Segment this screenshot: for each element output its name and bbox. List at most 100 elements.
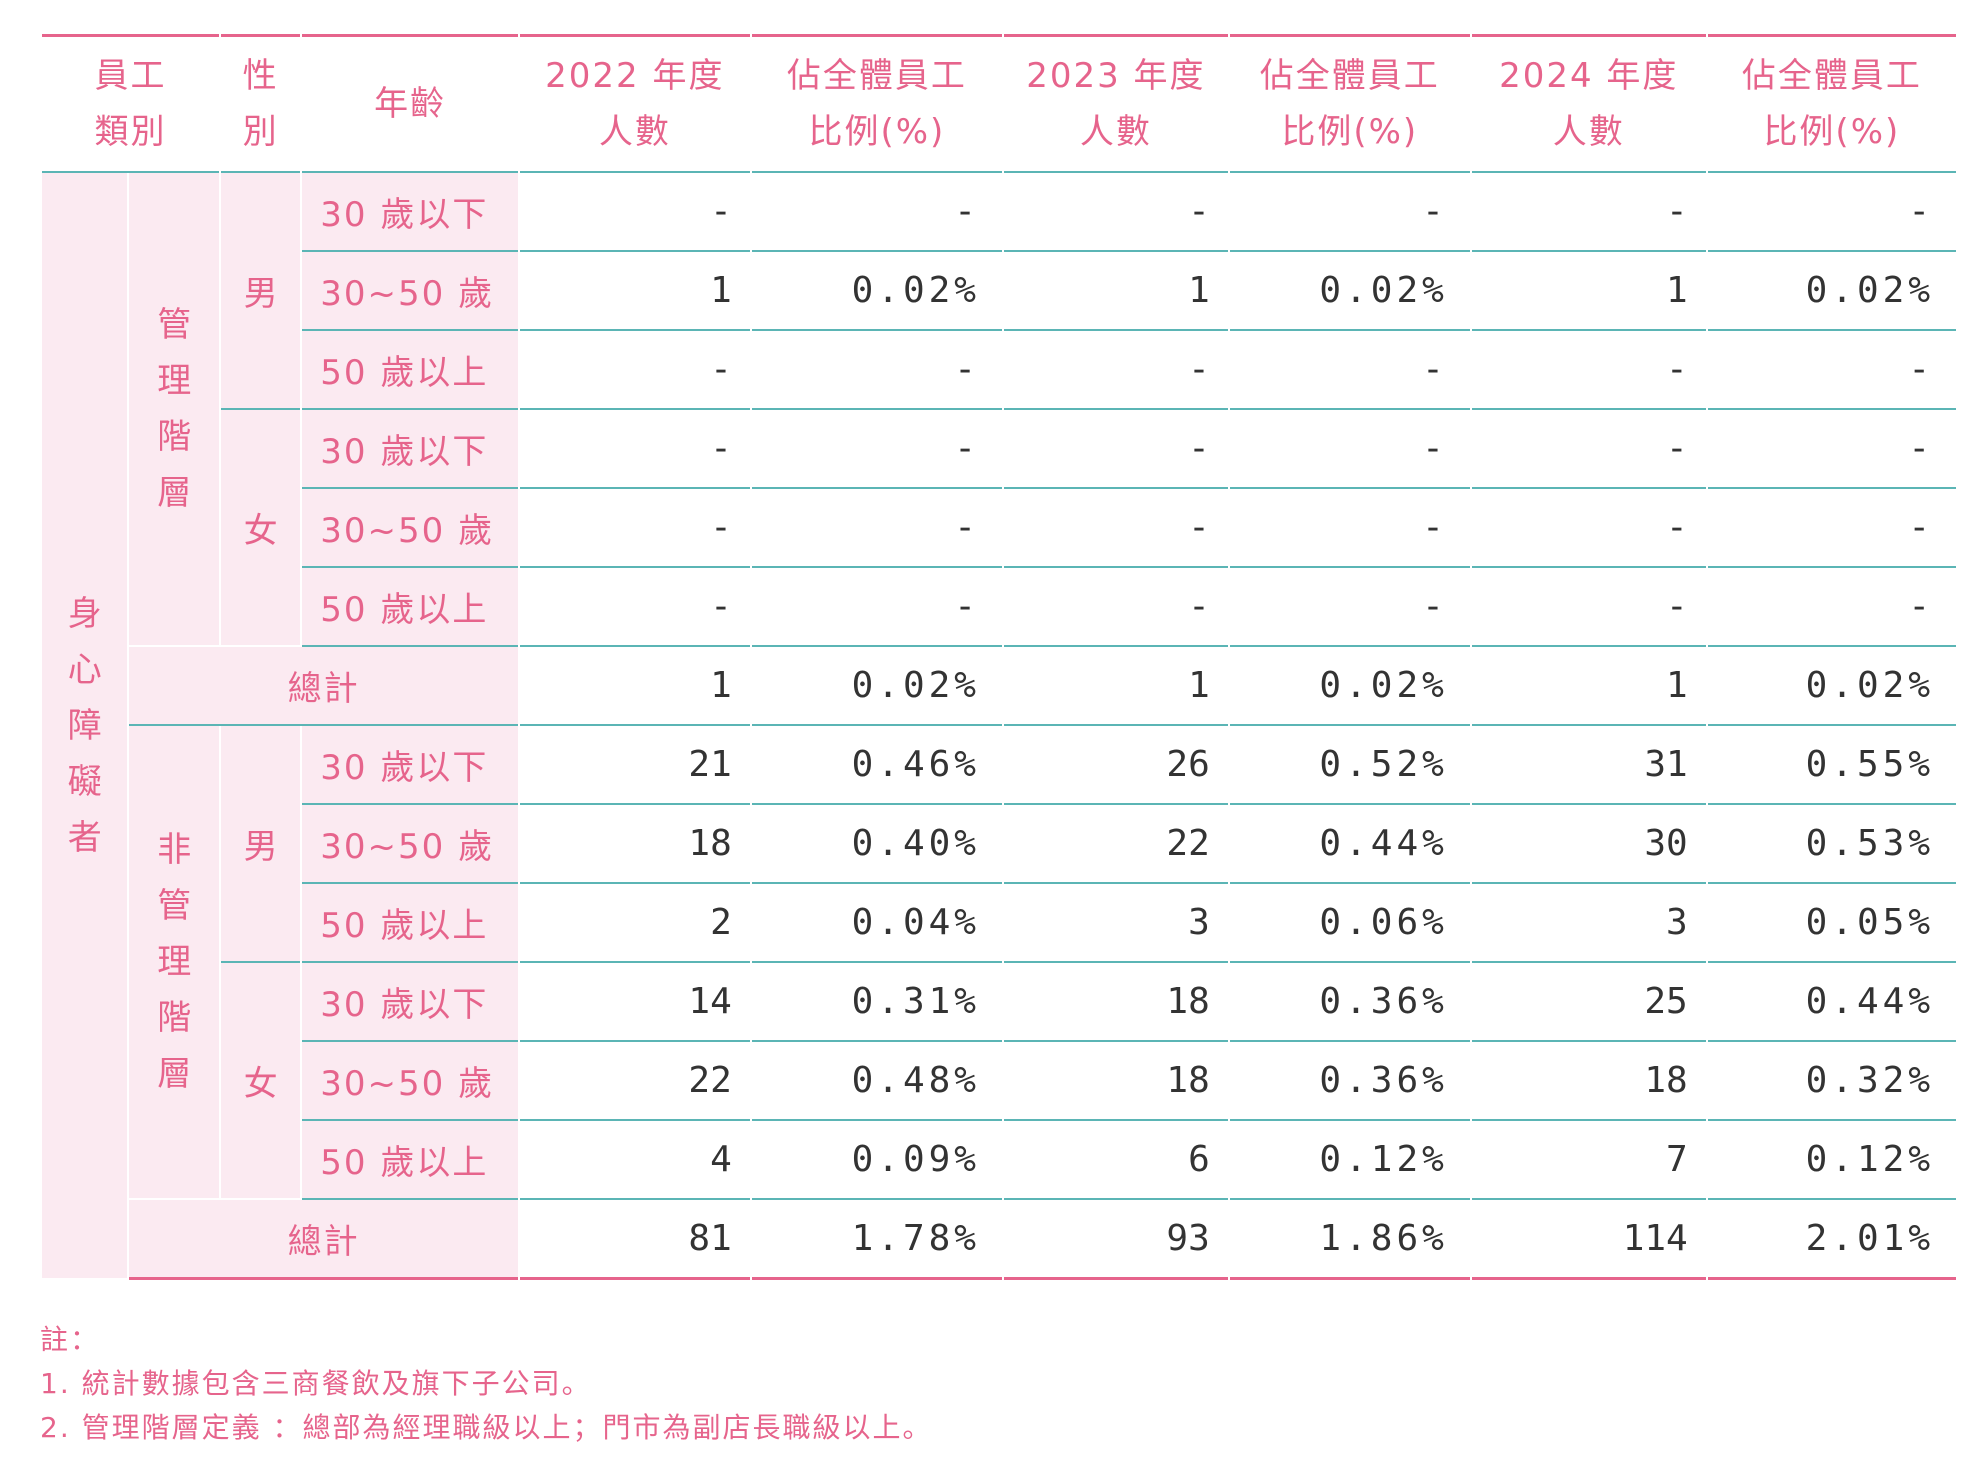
footnote-2: 2. 管理階層定義 ：總部為經理職級以上；門市為副店長職級以上。 — [40, 1411, 933, 1444]
group-cell: 管理階層 — [129, 173, 219, 647]
age-label: 30 歲以下 — [302, 726, 518, 805]
age-label: 30 歲以下 — [302, 963, 518, 1042]
ratio-cell: - — [1707, 173, 1956, 252]
age-label: 30~50 歲 — [302, 489, 518, 568]
data-table-wrapper: 員工類別 性別 年齡 2022 年度人數 佔全體員工比例(%) 2023 年度人… — [40, 34, 1958, 1280]
ratio-cell: 0.44% — [1229, 805, 1470, 884]
count-cell: 2 — [519, 884, 750, 963]
count-cell: - — [519, 173, 750, 252]
count-cell: 1 — [519, 252, 750, 331]
group-label: 非管理階層 — [157, 830, 192, 1094]
ratio-cell: 0.46% — [751, 726, 1002, 805]
total-count-cell: 1 — [1471, 647, 1706, 726]
gender-female: 女 — [220, 410, 301, 647]
age-label: 30~50 歲 — [302, 805, 518, 884]
count-cell: - — [1003, 410, 1228, 489]
count-cell: 1 — [1471, 252, 1706, 331]
ratio-cell: 0.32% — [1707, 1042, 1956, 1121]
count-cell: - — [1471, 331, 1706, 410]
ratio-cell: 0.12% — [1229, 1121, 1470, 1200]
count-cell: - — [519, 331, 750, 410]
ratio-cell: - — [751, 331, 1002, 410]
total-ratio-cell: 0.02% — [1229, 647, 1470, 726]
total-count-cell: 1 — [519, 647, 750, 726]
count-cell: 6 — [1003, 1121, 1228, 1200]
ratio-cell: 0.06% — [1229, 884, 1470, 963]
total-count-cell: 114 — [1471, 1200, 1706, 1280]
total-row: 總計 81 1.78% 93 1.86% 114 2.01% — [42, 1200, 1956, 1280]
total-ratio-cell: 0.02% — [751, 647, 1002, 726]
count-cell: 18 — [1471, 1042, 1706, 1121]
footnote-1: 1. 統計數據包含三商餐飲及旗下子公司。 — [40, 1367, 592, 1400]
table-row: 50 歲以上 2 0.04% 3 0.06% 3 0.05% — [42, 884, 1956, 963]
count-cell: 31 — [1471, 726, 1706, 805]
group-label: 管理階層 — [157, 305, 192, 513]
table-row: 50 歲以上 4 0.09% 6 0.12% 7 0.12% — [42, 1121, 1956, 1200]
count-cell: 4 — [519, 1121, 750, 1200]
count-cell: 3 — [1003, 884, 1228, 963]
header-age: 年齡 — [302, 34, 518, 173]
total-count-cell: 93 — [1003, 1200, 1228, 1280]
table-row: 30~50 歲------ — [42, 489, 1956, 568]
ratio-cell: - — [1707, 568, 1956, 647]
ratio-cell: 0.04% — [751, 884, 1002, 963]
header-2023-count: 2023 年度人數 — [1003, 34, 1228, 173]
count-cell: 18 — [519, 805, 750, 884]
ratio-cell: 0.31% — [751, 963, 1002, 1042]
category-cell: 身心障礙者 — [42, 173, 128, 1280]
count-cell: - — [1003, 331, 1228, 410]
count-cell: 3 — [1471, 884, 1706, 963]
header-row: 員工類別 性別 年齡 2022 年度人數 佔全體員工比例(%) 2023 年度人… — [42, 34, 1956, 173]
ratio-cell: 0.02% — [1707, 252, 1956, 331]
ratio-cell: - — [1707, 489, 1956, 568]
ratio-cell: - — [1229, 410, 1470, 489]
count-cell: 14 — [519, 963, 750, 1042]
table-row: 女 30 歲以下 - - - - - - — [42, 410, 1956, 647]
ratio-cell: - — [751, 173, 1002, 252]
ratio-cell: 0.05% — [1707, 884, 1956, 963]
count-cell: - — [1003, 568, 1228, 647]
footnote-title: 註： — [40, 1323, 101, 1356]
count-cell: 22 — [519, 1042, 750, 1121]
count-cell: - — [519, 410, 750, 489]
age-label: 50 歲以上 — [302, 568, 518, 647]
count-cell: - — [519, 489, 750, 568]
count-cell: 22 — [1003, 805, 1228, 884]
ratio-cell: - — [1229, 489, 1470, 568]
total-ratio-cell: 1.78% — [751, 1200, 1002, 1280]
group-cell: 非管理階層 — [129, 726, 219, 1200]
table-row: 30~50 歲 1 0.02% 1 0.02% 1 0.02% — [42, 252, 1956, 331]
ratio-cell: 0.36% — [1229, 963, 1470, 1042]
ratio-cell: - — [1229, 173, 1470, 252]
total-label: 總計 — [129, 647, 518, 726]
ratio-cell: 0.48% — [751, 1042, 1002, 1121]
table-row: 女 30 歲以下 14 0.31% 18 0.36% 25 0.44% — [42, 963, 1956, 1200]
total-label: 總計 — [129, 1200, 518, 1280]
table-row: 非管理階層男 30 歲以下 21 0.46% 26 0.52% 31 0.55% — [42, 726, 1956, 1200]
age-label: 30 歲以下 — [302, 410, 518, 489]
ratio-cell: 0.09% — [751, 1121, 1002, 1200]
header-gender: 性別 — [220, 34, 301, 173]
ratio-cell: 0.53% — [1707, 805, 1956, 884]
footnotes: 註： 1. 統計數據包含三商餐飲及旗下子公司。 2. 管理階層定義 ：總部為經理… — [40, 1318, 933, 1450]
table-row: 30~50 歲 22 0.48% 18 0.36% 18 0.32% — [42, 1042, 1956, 1121]
count-cell: - — [1471, 568, 1706, 647]
count-cell: 21 — [519, 726, 750, 805]
count-cell: 7 — [1471, 1121, 1706, 1200]
ratio-cell: - — [1229, 568, 1470, 647]
count-cell: - — [1471, 489, 1706, 568]
total-ratio-cell: 2.01% — [1707, 1200, 1956, 1280]
disability-employee-table: 員工類別 性別 年齡 2022 年度人數 佔全體員工比例(%) 2023 年度人… — [40, 34, 1958, 1280]
age-label: 30~50 歲 — [302, 1042, 518, 1121]
header-2024-count: 2024 年度人數 — [1471, 34, 1706, 173]
category-label: 身心障礙者 — [67, 593, 102, 858]
count-cell: 1 — [1003, 252, 1228, 331]
ratio-cell: - — [751, 410, 1002, 489]
table-body: 身心障礙者 管理階層男 30 歲以下 - - - - - -30~50 歲 1 0.02% 1 0.02… — [42, 173, 1956, 1280]
ratio-cell: 0.52% — [1229, 726, 1470, 805]
total-ratio-cell: 0.02% — [1707, 647, 1956, 726]
count-cell: 26 — [1003, 726, 1228, 805]
count-cell: - — [1471, 173, 1706, 252]
total-count-cell: 81 — [519, 1200, 750, 1280]
ratio-cell: - — [1707, 331, 1956, 410]
